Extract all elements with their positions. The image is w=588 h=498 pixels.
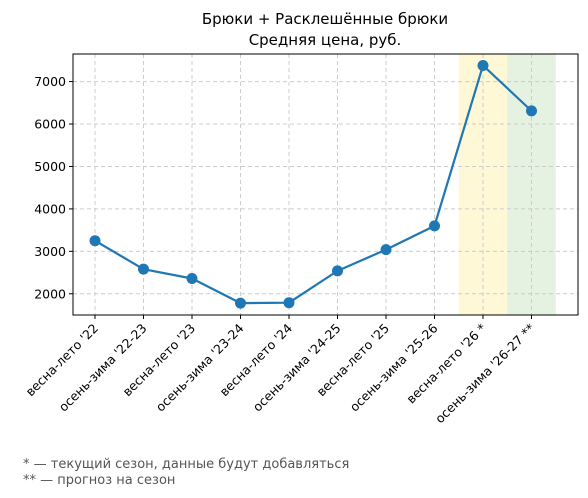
data-point — [477, 59, 489, 71]
data-point — [235, 297, 246, 309]
data-point — [429, 220, 440, 232]
note-forecast: ** — прогноз на сезон — [23, 473, 176, 488]
y-tick-label: 6000 — [34, 117, 66, 132]
data-point — [89, 235, 101, 247]
y-tick-label: 5000 — [34, 159, 66, 174]
series-layer — [89, 59, 537, 309]
data-point — [138, 263, 149, 275]
x-tick-label: осень-зима '25-26 — [347, 320, 441, 414]
x-tick-label: осень-зима '24-25 — [250, 321, 344, 415]
x-tick-label: осень-зима '23-24 — [153, 320, 247, 414]
y-tick-label: 2000 — [34, 286, 66, 301]
x-tick-label: осень-зима '26-27 ** — [432, 321, 538, 427]
y-tick-label: 7000 — [34, 74, 66, 89]
line-chart: Брюки + Расклешённые брюки Средняя цена,… — [22, 10, 579, 427]
footnotes: * — текущий сезон, данные будут добавлят… — [23, 457, 349, 489]
y-tick-label: 4000 — [34, 201, 66, 216]
highlight-bands — [458, 54, 556, 315]
data-point — [283, 297, 295, 309]
plot-frame — [72, 53, 579, 316]
highlight-band — [507, 54, 556, 315]
data-point — [380, 244, 392, 256]
chart-subtitle: Средняя цена, руб. — [249, 31, 402, 49]
data-point — [526, 105, 537, 117]
data-point — [332, 265, 343, 277]
y-tick-label: 3000 — [34, 244, 66, 259]
grid-lines — [73, 54, 578, 315]
data-point — [186, 273, 198, 285]
note-current-season: * — текущий сезон, данные будут добавлят… — [23, 457, 350, 472]
chart-title: Брюки + Расклешённые брюки — [202, 10, 448, 28]
y-axis: 2000 3000 4000 5000 6000 7000 — [34, 74, 73, 301]
x-tick-label: осень-зима '22-23 — [56, 321, 150, 415]
series-line — [94, 64, 533, 305]
highlight-band — [458, 54, 508, 315]
